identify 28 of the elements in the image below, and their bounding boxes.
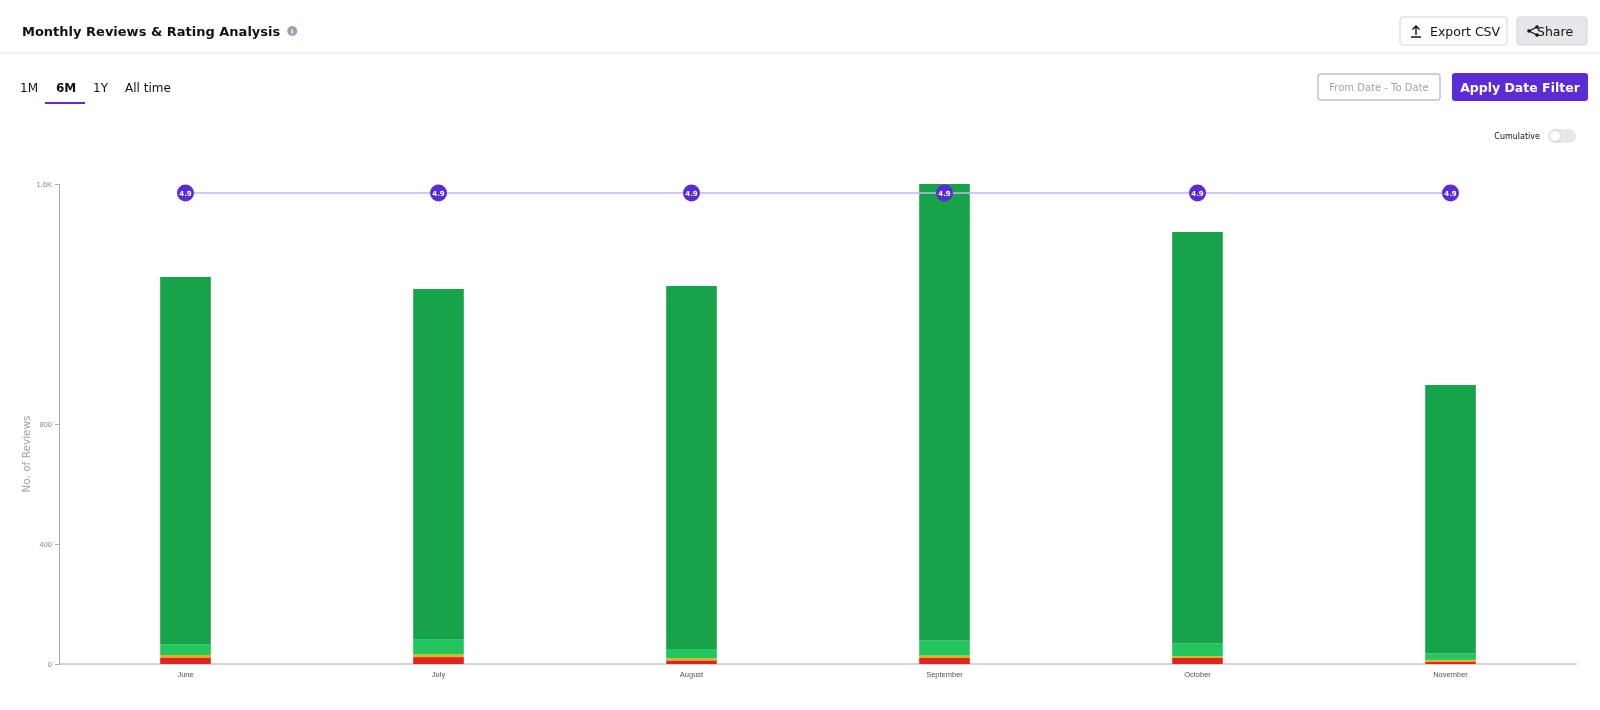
- text: Cumulative: [1494, 132, 1541, 141]
- text: 1Y: [93, 81, 109, 95]
- bar: [919, 640, 970, 656]
- bar: [413, 657, 464, 664]
- bar: [666, 286, 717, 649]
- text: Apply Date Filter: [1460, 80, 1581, 95]
- bar: [160, 657, 211, 664]
- bar: [413, 639, 464, 655]
- bar: [1172, 232, 1223, 644]
- bar: [1425, 385, 1476, 654]
- text: Share: [1537, 24, 1574, 39]
- text: All time: [125, 81, 171, 95]
- bar: [1172, 643, 1223, 657]
- bar: [919, 184, 970, 641]
- text: 1M: [20, 81, 38, 95]
- bar: [160, 277, 211, 645]
- text: Export CSV: [1430, 24, 1501, 39]
- bar: [1172, 658, 1223, 664]
- chart-title: Monthly Reviews & Rating Analysis: [22, 24, 281, 39]
- bar: [413, 289, 464, 640]
- bar: [666, 649, 717, 659]
- bar: [1425, 653, 1476, 660]
- bar: [919, 658, 970, 664]
- bar: [413, 654, 464, 658]
- text: 6M: [56, 81, 77, 95]
- bar: [160, 644, 211, 655]
- y-axis-title: No. of Reviews: [20, 415, 32, 493]
- text: From Date - To Date: [1329, 82, 1429, 93]
